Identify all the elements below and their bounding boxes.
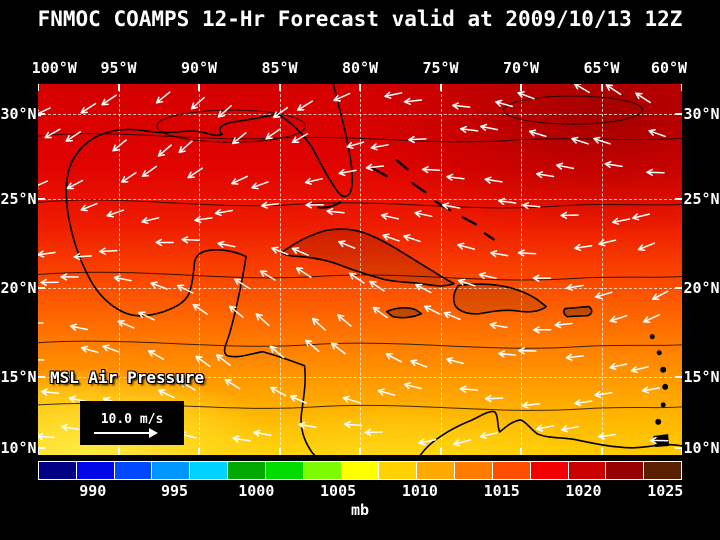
colorbar-tick: 1025	[647, 482, 684, 500]
south-america-coast	[419, 410, 682, 455]
lon-tick-label: 100°W	[31, 59, 77, 77]
colorbar-tick: 1005	[320, 482, 357, 500]
wind-scale-box: 10.0 m/s	[80, 401, 184, 445]
wind-vector-layer	[38, 84, 669, 447]
colorbar-unit-label: mb	[350, 501, 370, 519]
pressure-map-canvas: MSL Air Pressure 10.0 m/s	[38, 84, 682, 455]
wind-scale-value: 10.0 m/s	[100, 411, 164, 427]
lon-tick-label: 80°W	[341, 59, 379, 77]
field-label: MSL Air Pressure	[50, 368, 205, 387]
puerto-rico	[563, 305, 593, 318]
latlon-grid	[38, 84, 682, 455]
lat-tick-label: 10°N	[0, 439, 37, 458]
colorbar-cell	[228, 462, 266, 479]
colorbar-cell	[152, 462, 191, 479]
pressure-colorbar	[38, 461, 682, 480]
colorbar-tick: 1015	[483, 482, 520, 500]
lon-tick-label: 85°W	[261, 59, 298, 77]
lon-tick-label: 75°W	[422, 59, 459, 77]
lon-tick-label: 60°W	[650, 59, 688, 77]
colorbar-cell	[644, 462, 682, 479]
colorbar-cell	[341, 462, 380, 479]
lat-tick-label: 15°N	[0, 368, 37, 387]
lon-tick-label: 95°W	[100, 59, 137, 77]
lat-tick-label: 20°N	[0, 279, 37, 298]
coastlines	[65, 84, 682, 455]
forecast-title: FNMOC COAMPS 12-Hr Forecast valid at 200…	[37, 7, 683, 31]
colorbar-cell	[265, 462, 304, 479]
colorbar-cell	[568, 462, 607, 479]
colorbar-tick: 1020	[565, 482, 602, 500]
colorbar-cell	[379, 462, 418, 479]
colorbar-cell	[303, 462, 342, 479]
colorbar-tick-labels: 990 995 1000 1005 1010 1015 1020 1025	[38, 482, 684, 500]
colorbar-cell	[76, 462, 115, 479]
colorbar-cell	[530, 462, 569, 479]
hispaniola	[452, 283, 548, 315]
cuba	[280, 228, 455, 287]
lat-tick-label: 15°N	[683, 368, 720, 387]
colorbar-tick: 995	[160, 482, 189, 500]
latitude-axis-right: 30°N 25°N 20°N 15°N 10°N	[683, 84, 720, 458]
lat-tick-label: 30°N	[0, 104, 37, 123]
colorbar-tick: 990	[79, 482, 107, 500]
colorbar-tick: 1000	[238, 482, 275, 500]
colorbar-cell	[190, 462, 229, 479]
latitude-axis-left: 30°N 25°N 20°N 15°N 10°N	[0, 84, 37, 458]
lat-tick-label: 25°N	[683, 190, 720, 208]
lat-tick-label: 30°N	[683, 104, 720, 123]
colorbar-cell	[606, 462, 645, 479]
lon-tick-label: 90°W	[180, 59, 218, 77]
florida-keys	[317, 201, 342, 209]
lat-tick-label: 20°N	[683, 279, 720, 298]
jamaica	[385, 307, 423, 319]
lon-tick-label: 65°W	[583, 59, 620, 77]
longitude-axis: 100°W 95°W 90°W 85°W 80°W 75°W 70°W 65°W…	[32, 59, 687, 79]
colorbar-cell	[39, 462, 77, 479]
colorbar-tick: 1010	[401, 482, 438, 500]
lat-tick-label: 10°N	[683, 439, 720, 458]
colorbar-cell	[455, 462, 493, 479]
lat-tick-label: 25°N	[0, 190, 37, 208]
lon-tick-label: 70°W	[502, 59, 540, 77]
colorbar-cell	[417, 462, 456, 479]
wind-scale-arrow-icon	[94, 427, 158, 438]
colorbar-cell	[492, 462, 531, 479]
colorbar-cell	[114, 462, 153, 479]
